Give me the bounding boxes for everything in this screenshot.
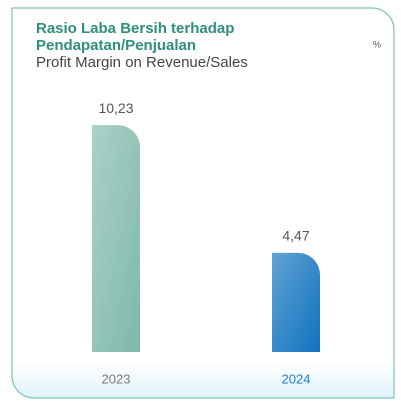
- unit-label: %: [373, 39, 381, 49]
- footer-strip: [12, 362, 394, 398]
- bar-shine: [92, 125, 140, 353]
- bar-shine: [272, 252, 320, 352]
- card-bg: [12, 8, 394, 398]
- chart-subtitle: Profit Margin on Revenue/Sales: [36, 54, 248, 71]
- card: [12, 8, 394, 398]
- chart-title: Rasio Laba Bersih terhadap Pendapatan/Pe…: [36, 20, 235, 54]
- title-block: Rasio Laba Bersih terhadap Pendapatan/Pe…: [36, 20, 248, 71]
- value-label: 4,47: [282, 228, 309, 244]
- x-tick-label: 2024: [282, 371, 311, 386]
- card-border: [11, 7, 395, 399]
- value-label: 10,23: [98, 100, 133, 116]
- x-tick-label: 2023: [102, 371, 131, 386]
